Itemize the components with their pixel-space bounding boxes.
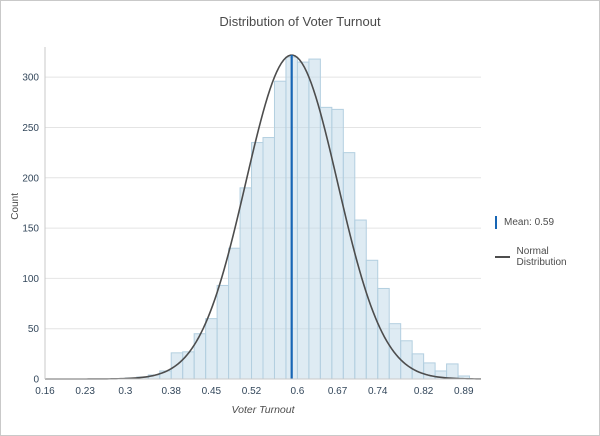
x-tick-label: 0.74 xyxy=(368,386,388,397)
x-tick-label: 0.45 xyxy=(202,386,222,397)
histogram-bar[interactable] xyxy=(342,152,356,380)
x-tick-label: 0.67 xyxy=(328,386,348,397)
histogram-bar[interactable] xyxy=(411,353,425,380)
histogram-bar[interactable] xyxy=(228,247,241,380)
histogram-bar[interactable] xyxy=(239,187,253,380)
legend-item-normal-distribution[interactable]: Normal Distribution xyxy=(495,246,599,268)
x-tick-label: 0.52 xyxy=(242,386,262,397)
x-tick-label: 0.38 xyxy=(161,386,181,397)
chart-title: Distribution of Voter Turnout xyxy=(219,14,381,29)
histogram-bar[interactable] xyxy=(170,352,184,380)
y-axis-title: Count xyxy=(10,193,21,220)
x-tick-label: 0.89 xyxy=(454,386,474,397)
histogram-bar[interactable] xyxy=(400,340,413,380)
y-tick-label: 250 xyxy=(22,123,39,134)
histogram-bar[interactable] xyxy=(273,80,287,380)
x-tick-label: 0.16 xyxy=(35,386,55,397)
legend-item-mean[interactable]: Mean: 0.59 xyxy=(495,216,599,229)
y-tick-label: 300 xyxy=(22,73,39,84)
legend-label-mean: Mean: 0.59 xyxy=(504,217,555,228)
histogram-bar[interactable] xyxy=(251,142,264,380)
x-tick-label: 0.23 xyxy=(75,386,95,397)
histogram-bar[interactable] xyxy=(388,323,402,380)
histogram-bar[interactable] xyxy=(331,108,344,380)
mean-line-swatch-icon xyxy=(495,216,497,229)
histogram-bar[interactable] xyxy=(446,363,459,380)
y-tick-label: 200 xyxy=(22,173,39,184)
y-tick-label: 100 xyxy=(22,274,39,285)
x-axis-title: Voter Turnout xyxy=(231,404,295,416)
histogram-bar[interactable] xyxy=(296,61,310,380)
normal-curve-swatch-icon xyxy=(495,256,510,258)
histogram-bar[interactable] xyxy=(205,318,218,380)
x-tick-label: 0.6 xyxy=(290,386,304,397)
y-tick-label: 50 xyxy=(28,324,40,335)
histogram-bar[interactable] xyxy=(262,137,275,380)
legend: Mean: 0.59 Normal Distribution xyxy=(495,216,599,268)
legend-label-normal-distribution: Normal Distribution xyxy=(516,246,567,268)
x-tick-label: 0.82 xyxy=(414,386,434,397)
y-tick-label: 0 xyxy=(33,375,39,386)
y-tick-label: 150 xyxy=(22,224,39,235)
histogram-bar[interactable] xyxy=(216,284,230,380)
histogram-bar[interactable] xyxy=(193,333,207,380)
x-tick-label: 0.3 xyxy=(118,386,132,397)
histogram-bar[interactable] xyxy=(354,219,367,380)
histogram-bar[interactable] xyxy=(182,351,195,380)
